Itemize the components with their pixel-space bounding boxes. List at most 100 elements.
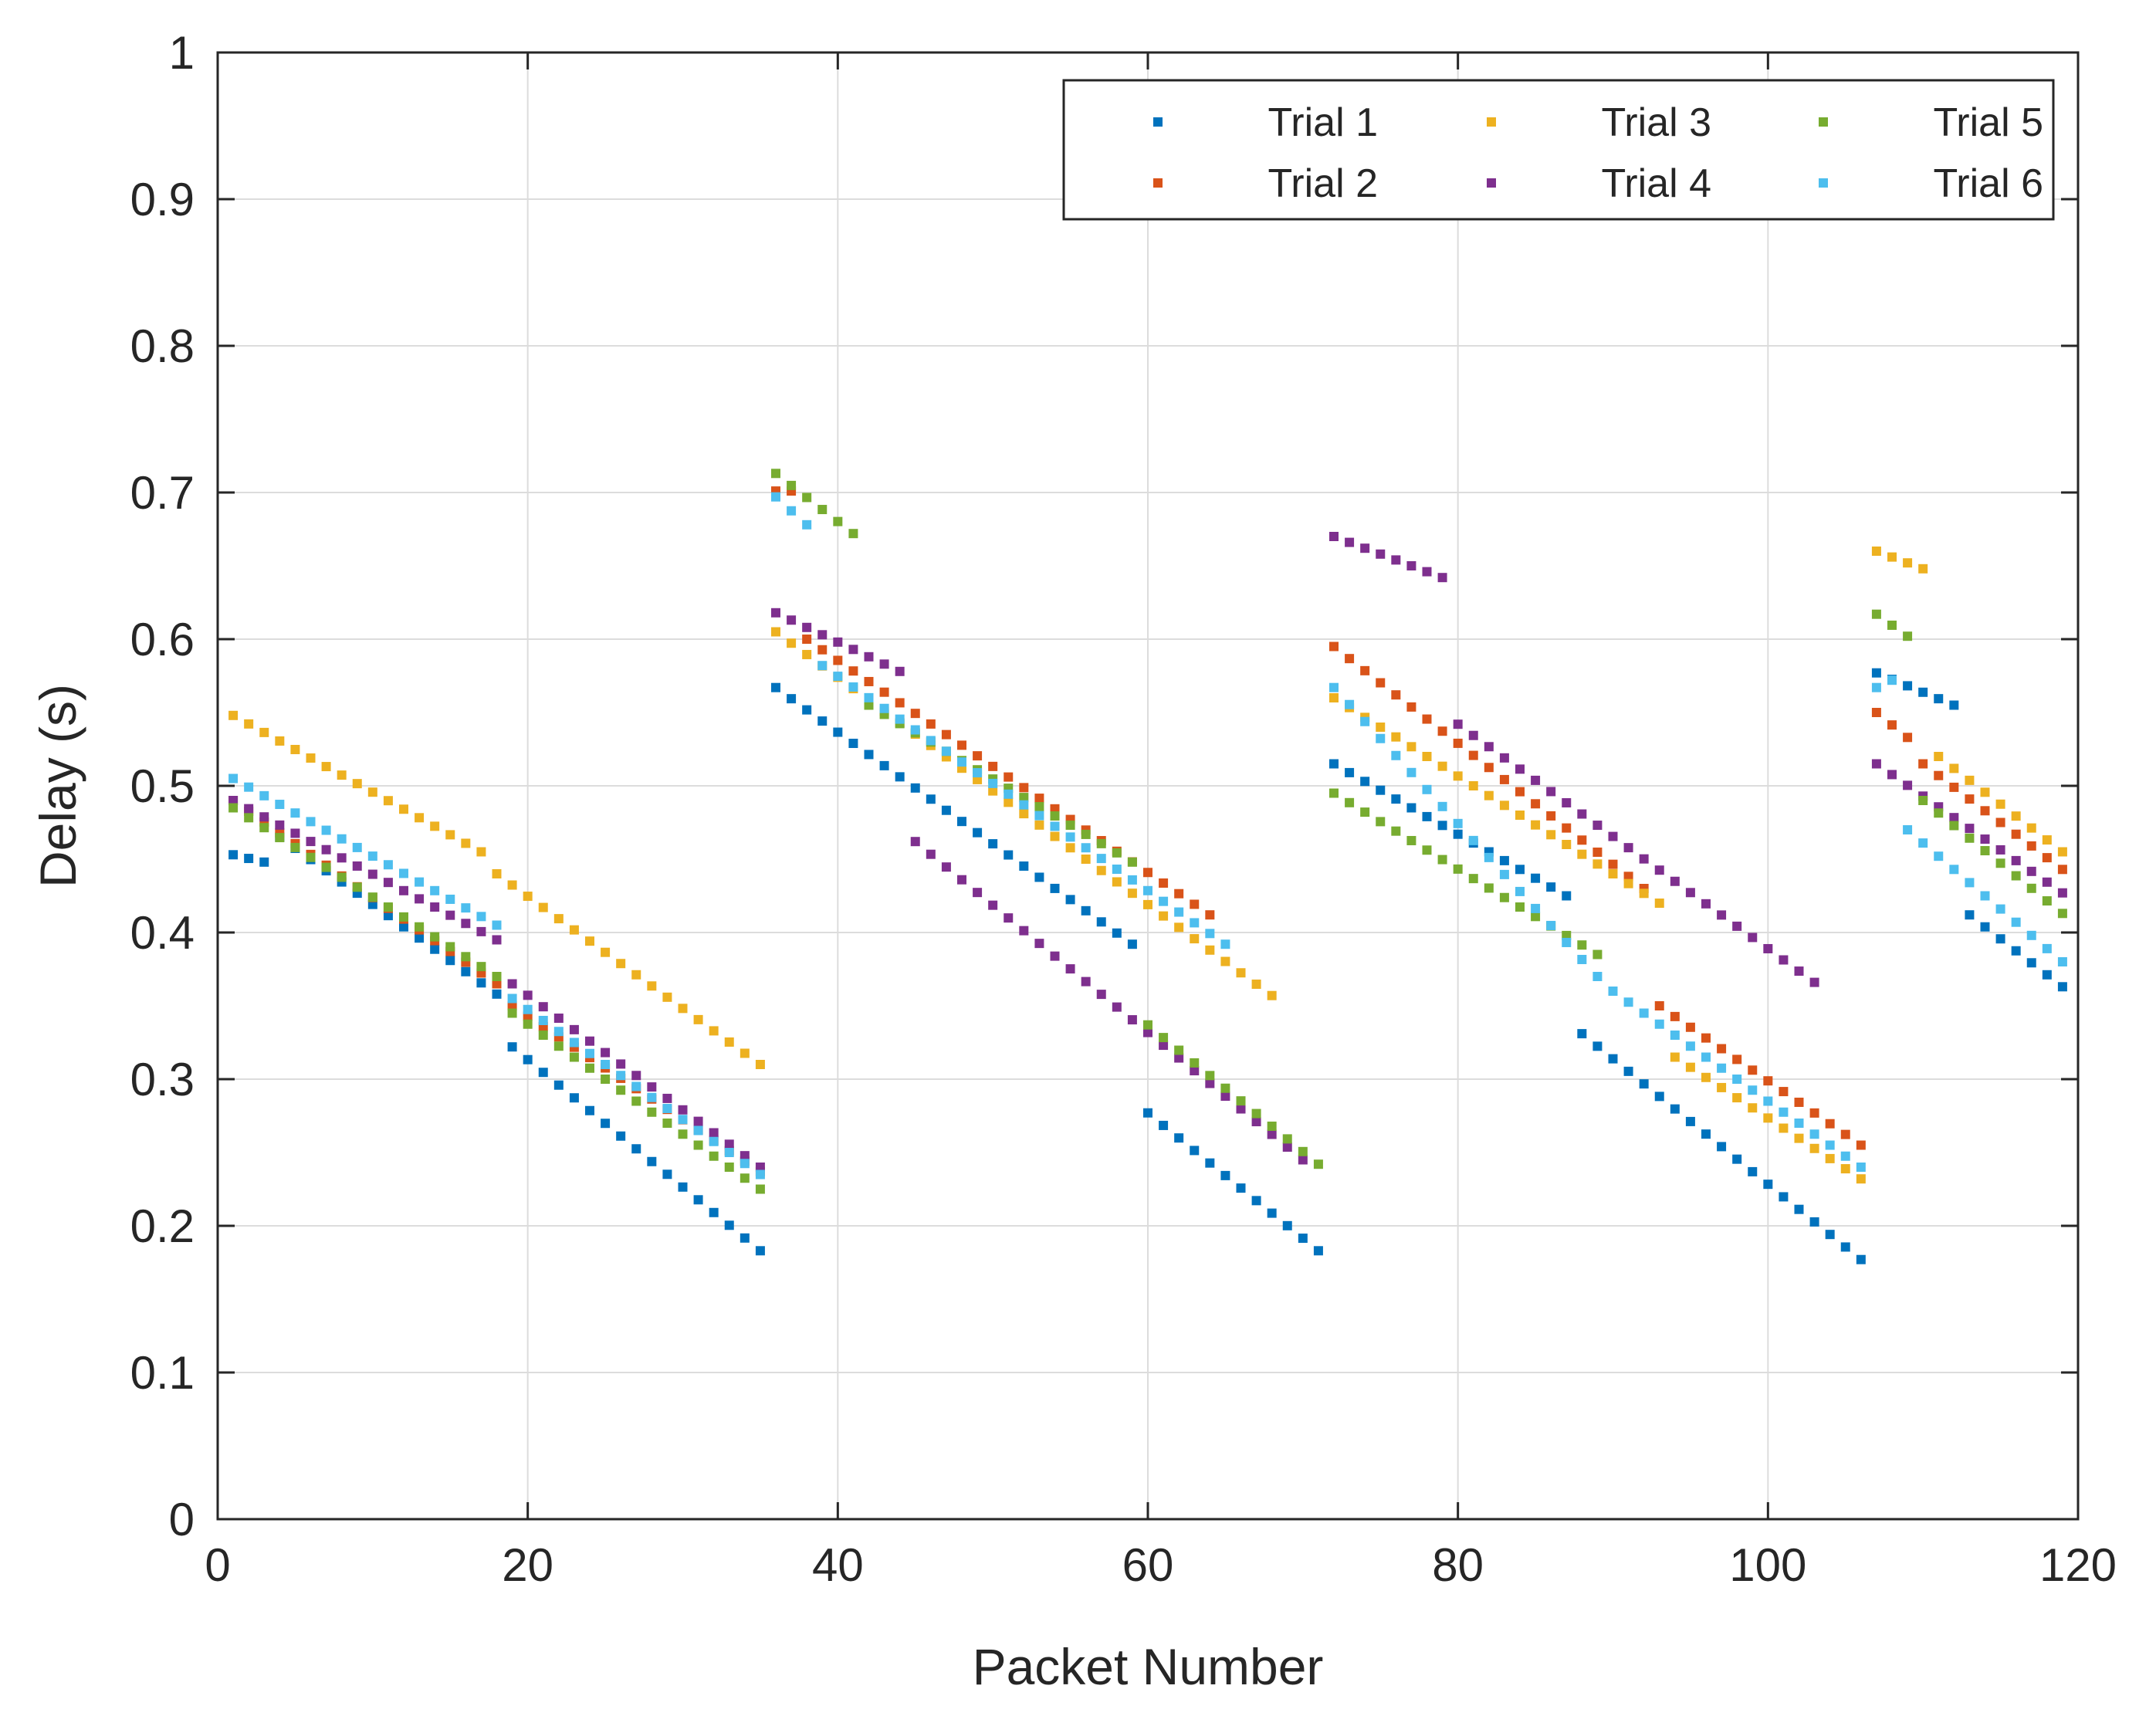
data-point	[1422, 845, 1432, 855]
data-point	[1809, 1217, 1819, 1227]
data-point	[1484, 790, 1494, 800]
data-point	[1825, 1140, 1835, 1150]
data-point	[1995, 858, 2005, 868]
data-point	[2011, 946, 2021, 956]
data-point	[352, 882, 362, 892]
data-point	[848, 666, 858, 676]
data-point	[492, 989, 502, 999]
data-point	[895, 698, 905, 708]
data-point	[1515, 811, 1525, 820]
data-point	[1732, 1154, 1742, 1164]
data-point	[1592, 847, 1603, 857]
data-point	[290, 842, 300, 852]
data-point	[461, 903, 471, 913]
data-point	[523, 892, 533, 902]
data-point	[415, 894, 425, 904]
data-point	[1546, 920, 1556, 930]
data-point	[833, 516, 843, 526]
data-point	[1143, 1027, 1152, 1037]
data-point	[1391, 794, 1401, 804]
data-point	[1623, 872, 1633, 882]
data-point	[367, 869, 377, 879]
data-point	[957, 757, 966, 767]
data-point	[1531, 873, 1541, 883]
data-point	[1949, 782, 1959, 792]
data-point	[259, 857, 269, 867]
data-point	[1251, 1108, 1261, 1119]
legend-marker	[1487, 117, 1496, 127]
data-point	[1546, 882, 1556, 892]
data-point	[367, 851, 377, 861]
data-point	[553, 914, 564, 924]
data-point	[1903, 558, 1913, 568]
data-point	[1934, 851, 1944, 861]
data-point	[259, 790, 269, 800]
data-point	[1220, 1170, 1230, 1180]
data-point	[2057, 865, 2067, 875]
data-point	[461, 838, 471, 848]
data-point	[1081, 905, 1091, 916]
data-point	[1546, 787, 1556, 797]
data-point	[1515, 902, 1525, 912]
data-point	[926, 719, 936, 729]
data-point	[1701, 1129, 1711, 1139]
data-point	[1034, 872, 1044, 882]
data-point	[507, 1001, 517, 1010]
data-point	[1980, 922, 1990, 932]
y-tick-label: 0.7	[130, 467, 195, 519]
data-point	[1825, 1153, 1835, 1163]
data-point	[647, 1092, 657, 1102]
data-point	[1748, 1166, 1758, 1176]
data-point	[1701, 899, 1711, 909]
data-point	[275, 833, 285, 843]
data-point	[1453, 818, 1463, 828]
data-point	[1004, 797, 1014, 807]
data-point	[383, 796, 393, 806]
data-point	[1717, 1142, 1727, 1152]
data-point	[787, 638, 797, 648]
data-point	[1654, 1092, 1664, 1102]
data-point	[1127, 888, 1137, 899]
data-point	[553, 1027, 564, 1037]
data-point	[1763, 1113, 1773, 1123]
legend-marker	[1153, 178, 1163, 188]
data-point	[1701, 1072, 1711, 1082]
data-point	[383, 911, 393, 921]
data-point	[523, 1004, 533, 1014]
data-point	[1174, 888, 1184, 899]
data-point	[1190, 934, 1200, 944]
data-point	[833, 727, 843, 737]
data-point	[1965, 824, 1975, 834]
data-point	[1499, 869, 1509, 879]
data-point	[290, 808, 300, 818]
data-point	[244, 854, 254, 864]
data-point	[1856, 1254, 1866, 1264]
data-point	[1965, 794, 1975, 804]
data-point	[662, 1104, 672, 1113]
data-point	[1608, 1054, 1618, 1064]
data-point	[1096, 865, 1106, 875]
data-point	[616, 1059, 626, 1069]
data-point	[1065, 843, 1075, 853]
data-point	[1918, 796, 1928, 805]
data-point	[1732, 1075, 1742, 1084]
data-point	[553, 1014, 564, 1024]
data-point	[2026, 866, 2036, 876]
data-point	[476, 962, 486, 972]
data-point	[1034, 820, 1044, 830]
data-point	[1794, 1097, 1804, 1107]
data-point	[2011, 829, 2021, 839]
data-point	[1190, 1058, 1200, 1068]
data-point	[1717, 1063, 1727, 1073]
data-point	[337, 834, 347, 844]
data-point	[399, 885, 408, 895]
axes: 0 20 40 60 80 100 120 0 0.1 0.2 0.3 0.4 0.5 0.6 0.7 0.8…	[130, 27, 2117, 1591]
legend-label: Trial 1	[1268, 100, 1378, 145]
data-point	[2026, 823, 2036, 833]
data-point	[616, 1131, 626, 1141]
data-point	[1562, 797, 1572, 807]
data-point	[631, 1096, 641, 1106]
data-point	[1809, 1143, 1819, 1153]
data-point	[1515, 886, 1525, 896]
